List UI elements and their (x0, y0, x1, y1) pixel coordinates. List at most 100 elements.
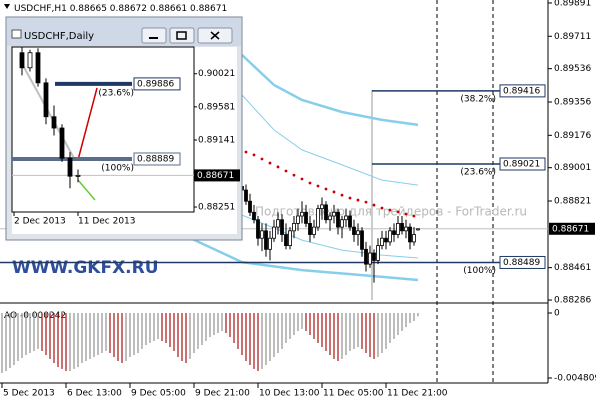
fibo-price: 0.88889 (137, 154, 174, 164)
sar-dot (348, 196, 352, 200)
y-tick-label: 0.89581 (198, 102, 235, 112)
fibo-percent: (100%) (463, 266, 496, 276)
fibo-price: 0.88489 (503, 258, 540, 268)
projection-down (77, 179, 96, 201)
ao-value: -0.000242 (20, 311, 66, 321)
candle-body (344, 215, 348, 221)
fibo-box (499, 84, 546, 98)
candle-body (404, 226, 408, 232)
sar-dot (396, 210, 400, 214)
candle-body (372, 252, 376, 261)
sar-dot (268, 161, 272, 165)
minimize-button[interactable] (141, 27, 167, 44)
brand: WWW.GKFX.RU (12, 258, 159, 278)
y-tick-label: 0.89891 (554, 0, 591, 8)
candle-body (35, 52, 41, 84)
candle-body (416, 228, 420, 231)
ao-pane: AO -0.000242 -0.004809 0 (1, 309, 596, 383)
inset-plot (11, 46, 195, 213)
close-icon (210, 31, 220, 40)
candle-body (332, 211, 336, 217)
candle-body (396, 223, 400, 235)
y-tick-label: -0.004809 (554, 373, 596, 383)
x-tick-label: 11 Dec 2013 (78, 217, 136, 227)
sar-dot (380, 206, 384, 210)
low: 0.88661 (150, 4, 187, 14)
candle-body (256, 219, 260, 239)
sar-dot (372, 203, 376, 207)
envelope-line (241, 214, 419, 259)
x-tick-label: 2 Dec 2013 (14, 217, 66, 227)
candle-body (67, 157, 73, 177)
candle-body (388, 230, 392, 243)
sar-dot (276, 165, 280, 169)
x-tick-label: 10 Dec 13:00 (259, 389, 320, 399)
y-tick-label: 0.89176 (554, 131, 591, 141)
candle-body (384, 237, 388, 243)
candle-body (296, 215, 300, 224)
y-tick-label: 0.88286 (554, 296, 591, 306)
sar-dot (388, 208, 392, 212)
candle-body (27, 52, 33, 69)
watermark: Подготовлено для трейдеров - ForTrader.r… (255, 205, 527, 219)
candle-body (264, 230, 268, 250)
candle-body (368, 252, 372, 265)
fibo-percent: (23.6%) (460, 167, 496, 177)
x-tick-label: 11 Dec 05:00 (323, 389, 384, 399)
candle-body (59, 127, 65, 159)
fibo-box (133, 77, 181, 91)
candle-body (340, 219, 344, 228)
candle-body (376, 245, 380, 261)
fibo-percent: (23.6%) (98, 88, 134, 98)
candle-body (412, 234, 416, 243)
fibo-percent: (100%) (101, 163, 134, 173)
y-tick-label: 0.90021 (198, 69, 235, 79)
candle-body (19, 52, 25, 69)
candle-body (312, 226, 316, 235)
candle-body (260, 230, 264, 239)
y-tick-label: 0 (554, 309, 560, 319)
candle-body (316, 208, 320, 228)
candle-body (308, 223, 312, 235)
candle-body (352, 226, 356, 235)
sar-dot (260, 157, 264, 161)
restore-button[interactable] (169, 27, 195, 44)
envelope-line (189, 236, 419, 282)
candle-body (348, 215, 352, 228)
current-price: 0.88671 (197, 171, 234, 181)
x-tick-label: 5 Dec 2013 (3, 389, 55, 399)
sar-dot (252, 153, 256, 157)
y-tick-label: 0.89141 (198, 136, 235, 146)
candle-body (272, 226, 276, 239)
candle-body (360, 230, 364, 250)
candle-body (364, 248, 368, 265)
sar-dot (332, 190, 336, 194)
candle-body (356, 230, 360, 235)
candle-body (408, 226, 412, 243)
candle-body (324, 204, 328, 221)
candle-body (392, 230, 396, 235)
open: 0.88665 (70, 4, 107, 14)
y-tick-label: 0.88821 (554, 197, 591, 207)
sar-dot (292, 173, 296, 177)
candle-body (336, 211, 340, 228)
y-tick-label: 0.89356 (554, 97, 591, 107)
y-tick-label: 0.89711 (554, 32, 591, 42)
sar-dot (284, 169, 288, 173)
sar-dot (364, 200, 368, 204)
restore-icon (176, 31, 187, 40)
fibo-box (499, 157, 546, 171)
menu-icon (4, 4, 10, 9)
fibo-box (499, 255, 546, 269)
close: 0.88671 (190, 4, 227, 14)
x-tick-label: 9 Dec 05:00 (131, 389, 186, 399)
candle-body (304, 211, 308, 224)
window-icon (11, 29, 22, 39)
current-price-box (549, 222, 595, 235)
current-price: 0.88671 (552, 224, 589, 234)
daily-window: USDCHF,Daily 0.88251 0.89141 0.89581 0.9002… (5, 16, 243, 241)
x-tick-label: 9 Dec 21:00 (195, 389, 250, 399)
sar-dot (340, 193, 344, 197)
candle-body (244, 189, 248, 202)
candle-body (320, 204, 324, 210)
